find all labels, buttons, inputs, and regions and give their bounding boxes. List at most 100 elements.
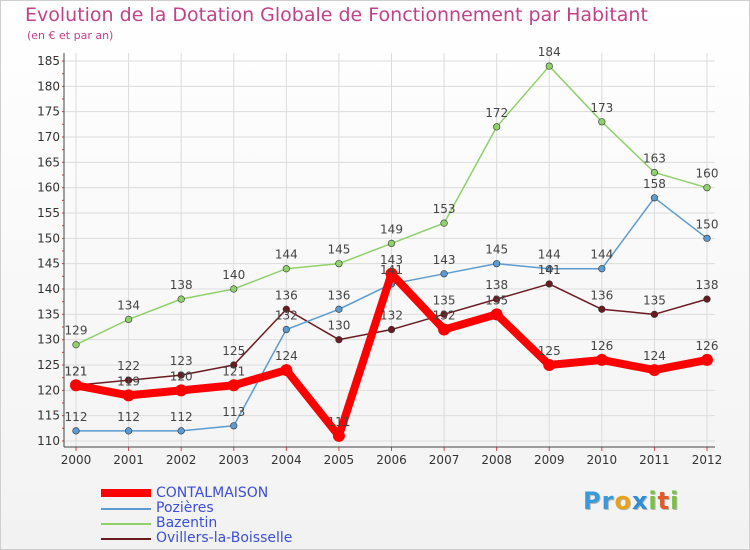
data-label-pozi-res: 112 — [117, 410, 140, 424]
x-tick-label: 2000 — [61, 453, 92, 467]
logo-letter: t — [657, 487, 671, 515]
data-label-contalmaison: 121 — [222, 364, 245, 378]
data-label-contalmaison: 111 — [327, 415, 350, 429]
point-pozi-res — [72, 427, 80, 435]
point-contalmaison — [490, 308, 503, 321]
data-label-ovillers-la-boisselle: 132 — [380, 309, 403, 323]
point-contalmaison — [280, 364, 293, 377]
data-label-ovillers-la-boisselle: 121 — [65, 364, 88, 378]
y-tick-label: 110 — [37, 434, 60, 448]
y-tick-label: 140 — [37, 282, 60, 296]
data-label-ovillers-la-boisselle: 122 — [117, 359, 140, 373]
data-label-pozi-res: 145 — [485, 243, 508, 257]
point-contalmaison — [595, 353, 608, 366]
data-label-contalmaison: 120 — [170, 369, 193, 383]
y-tick-label: 130 — [37, 333, 60, 347]
x-tick-label: 2004 — [271, 453, 302, 467]
data-label-bazentin: 153 — [433, 202, 456, 216]
data-label-bazentin: 172 — [485, 106, 508, 120]
logo-letter: r — [601, 487, 615, 515]
point-contalmaison — [70, 379, 82, 392]
legend-item: Bazentin — [101, 515, 401, 531]
point-contalmaison — [648, 364, 661, 377]
point-pozi-res — [282, 325, 290, 334]
logo-letter: o — [614, 487, 632, 515]
point-bazentin — [598, 118, 606, 126]
proxiti-logo: Proxiti — [583, 487, 679, 515]
point-ovillers-la-boisselle — [493, 295, 501, 303]
data-label-bazentin: 184 — [538, 45, 561, 59]
legend-swatch — [101, 489, 151, 497]
data-label-contalmaison: 132 — [433, 309, 456, 323]
x-tick-label: 2012 — [692, 453, 723, 467]
series-lines — [70, 62, 713, 442]
point-pozi-res — [545, 265, 553, 273]
point-bazentin — [493, 123, 501, 131]
data-label-pozi-res: 143 — [433, 253, 456, 267]
point-bazentin — [124, 315, 133, 324]
legend: CONTALMAISON Pozières Bazentin Ovillers-la-… — [101, 485, 401, 546]
point-contalmaison — [438, 323, 451, 336]
x-tick-label: 2008 — [481, 453, 512, 467]
point-bazentin — [650, 168, 659, 177]
data-label-contalmaison: 125 — [538, 344, 561, 358]
legend-label: CONTALMAISON — [156, 485, 269, 501]
grid-lines — [64, 53, 715, 447]
point-bazentin — [703, 184, 711, 192]
data-label-contalmaison: 121 — [65, 364, 88, 378]
x-tick-label: 2005 — [324, 453, 355, 467]
x-tick-label: 2007 — [429, 453, 460, 467]
legend-label: Pozières — [156, 500, 214, 516]
point-contalmaison — [385, 267, 398, 280]
point-contalmaison — [332, 429, 345, 442]
logo-letter: i — [648, 487, 658, 515]
data-label-pozi-res: 113 — [222, 405, 245, 419]
data-label-pozi-res: 158 — [643, 177, 666, 191]
data-label-ovillers-la-boisselle: 136 — [590, 288, 613, 302]
y-tick-label: 115 — [37, 409, 60, 423]
point-bazentin — [440, 219, 448, 227]
data-label-ovillers-la-boisselle: 130 — [327, 319, 350, 333]
x-tick-label: 2002 — [166, 453, 197, 467]
data-label-ovillers-la-boisselle: 138 — [485, 278, 508, 292]
point-bazentin — [72, 341, 80, 349]
point-ovillers-la-boisselle — [282, 305, 290, 313]
y-tick-label: 180 — [37, 79, 60, 93]
point-ovillers-la-boisselle — [177, 371, 185, 379]
x-tick-label: 2006 — [376, 453, 407, 467]
point-ovillers-la-boisselle — [230, 361, 238, 369]
data-label-ovillers-la-boisselle: 123 — [170, 354, 193, 368]
data-label-bazentin: 138 — [170, 278, 193, 292]
data-label-ovillers-la-boisselle: 125 — [222, 344, 245, 358]
x-tick-label: 2003 — [218, 453, 249, 467]
point-contalmaison — [701, 353, 713, 366]
y-tick-label: 125 — [37, 358, 60, 372]
y-tick-label: 135 — [37, 307, 60, 321]
point-pozi-res — [650, 194, 659, 202]
chart-subtitle: (en € et par an) — [27, 29, 114, 42]
point-pozi-res — [230, 422, 238, 430]
y-tick-label: 160 — [37, 181, 60, 195]
point-ovillers-la-boisselle — [545, 280, 553, 288]
point-bazentin — [545, 62, 553, 70]
data-label-pozi-res: 144 — [538, 248, 561, 262]
y-tick-label: 150 — [37, 231, 60, 245]
logo-letter: x — [631, 487, 649, 515]
point-pozi-res — [177, 427, 185, 435]
point-pozi-res — [598, 265, 606, 273]
data-label-contalmaison: 126 — [696, 339, 719, 353]
data-label-contalmaison: 124 — [275, 349, 298, 363]
point-ovillers-la-boisselle — [703, 295, 711, 303]
point-pozi-res — [493, 260, 501, 268]
legend-swatch — [101, 508, 151, 510]
data-label-contalmaison: 119 — [117, 374, 140, 388]
logo-letter: i — [670, 487, 680, 515]
data-label-pozi-res: 150 — [696, 217, 719, 231]
data-label-ovillers-la-boisselle: 138 — [696, 278, 719, 292]
point-pozi-res — [124, 427, 133, 435]
point-pozi-res — [703, 234, 711, 242]
y-tick-label: 165 — [37, 155, 60, 169]
point-pozi-res — [440, 270, 448, 278]
point-bazentin — [230, 285, 238, 293]
